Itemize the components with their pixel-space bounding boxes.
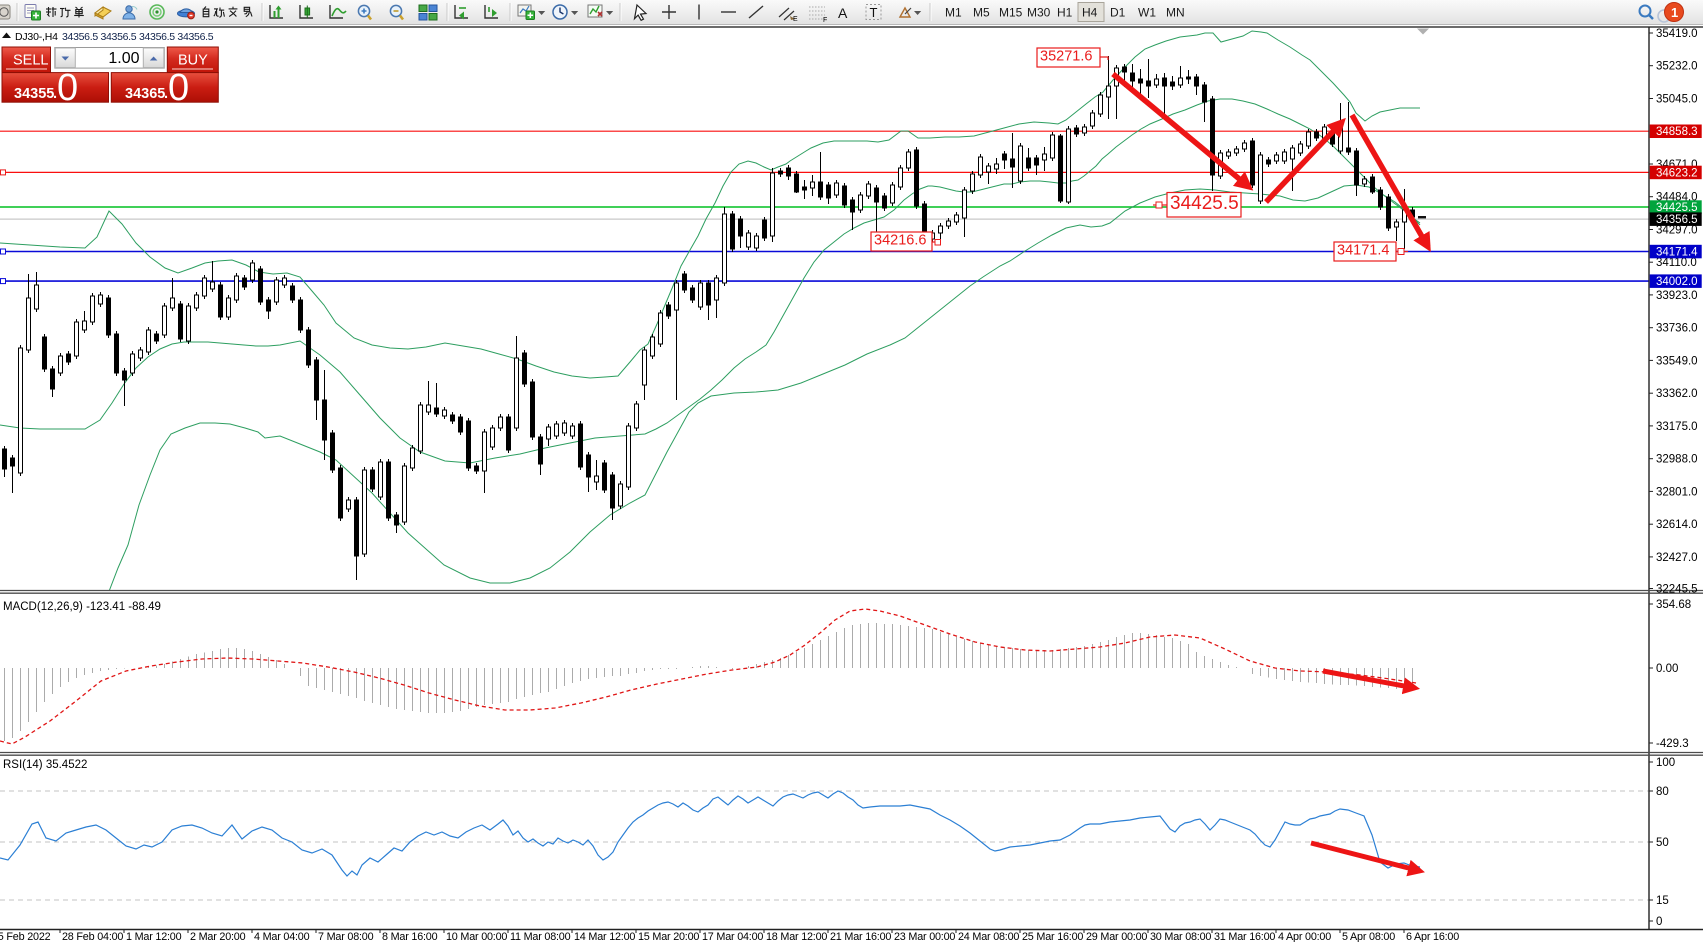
svg-text:15 Mar 20:00: 15 Mar 20:00 (638, 931, 699, 942)
svg-text:34171.4: 34171.4 (1337, 243, 1389, 259)
svg-text:28 Feb 04:00: 28 Feb 04:00 (62, 931, 123, 942)
svg-text:33736.0: 33736.0 (1656, 323, 1698, 335)
svg-text:34297.0: 34297.0 (1656, 225, 1698, 237)
svg-text:7 Mar 08:00: 7 Mar 08:00 (318, 931, 374, 942)
svg-text:W1: W1 (1138, 6, 1156, 20)
svg-text:35419.0: 35419.0 (1656, 28, 1698, 40)
svg-text:H1: H1 (1057, 6, 1073, 20)
svg-text:34002.0: 34002.0 (1656, 276, 1698, 288)
svg-text:0: 0 (1656, 916, 1662, 928)
svg-text:23 Mar 00:00: 23 Mar 00:00 (894, 931, 955, 942)
svg-text:34425.5: 34425.5 (1170, 193, 1239, 214)
svg-text:32245.5: 32245.5 (1656, 584, 1698, 596)
svg-text:1: 1 (1671, 5, 1678, 20)
svg-text:35045.0: 35045.0 (1656, 94, 1698, 106)
svg-text:4 Apr 00:00: 4 Apr 00:00 (1278, 931, 1331, 942)
svg-text:32427.0: 32427.0 (1656, 552, 1698, 564)
svg-text:14 Mar 12:00: 14 Mar 12:00 (574, 931, 635, 942)
svg-text:34365: 34365 (125, 86, 165, 102)
svg-text:0: 0 (168, 67, 189, 109)
svg-text:M30: M30 (1027, 6, 1051, 20)
svg-text:E: E (793, 16, 798, 23)
svg-text:T: T (870, 5, 878, 20)
svg-text:34425.5: 34425.5 (1656, 202, 1698, 214)
svg-text:34356.5: 34356.5 (1656, 214, 1698, 226)
svg-text:1 Mar 12:00: 1 Mar 12:00 (126, 931, 182, 942)
svg-text:34110.0: 34110.0 (1656, 257, 1697, 269)
svg-text:29 Mar 00:00: 29 Mar 00:00 (1086, 931, 1147, 942)
svg-text:RSI(14) 35.4522: RSI(14) 35.4522 (3, 759, 87, 771)
svg-text:-429.3: -429.3 (1656, 738, 1689, 750)
svg-text:31 Mar 16:00: 31 Mar 16:00 (1214, 931, 1275, 942)
svg-text:.: . (53, 86, 57, 102)
svg-text:15: 15 (1656, 895, 1669, 907)
svg-text:32614.0: 32614.0 (1656, 519, 1698, 531)
svg-text:2 Mar 20:00: 2 Mar 20:00 (190, 931, 246, 942)
svg-text:0.00: 0.00 (1656, 663, 1678, 675)
svg-text:354.68: 354.68 (1656, 599, 1691, 611)
svg-text:33923.0: 33923.0 (1656, 290, 1698, 302)
svg-text:32988.0: 32988.0 (1656, 454, 1698, 466)
svg-text:35232.0: 35232.0 (1656, 61, 1698, 73)
svg-text:34623.2: 34623.2 (1656, 167, 1698, 179)
svg-text:32801.0: 32801.0 (1656, 486, 1698, 498)
svg-text:30 Mar 08:00: 30 Mar 08:00 (1150, 931, 1211, 942)
svg-text:34356.5 34356.5 34356.5 34356.: 34356.5 34356.5 34356.5 34356.5 (62, 31, 214, 43)
svg-text:100: 100 (1656, 757, 1675, 769)
svg-text:34216.6: 34216.6 (874, 233, 926, 249)
svg-text:H4: H4 (1082, 6, 1098, 20)
svg-text:25 Mar 16:00: 25 Mar 16:00 (1022, 931, 1083, 942)
svg-text:.: . (164, 86, 168, 102)
svg-text:DJ30-,H4: DJ30-,H4 (15, 31, 58, 43)
svg-text:11 Mar 08:00: 11 Mar 08:00 (510, 931, 571, 942)
svg-text:17 Mar 04:00: 17 Mar 04:00 (702, 931, 763, 942)
svg-text:M5: M5 (973, 6, 990, 20)
svg-text:SELL: SELL (13, 53, 48, 69)
svg-text:10 Mar 00:00: 10 Mar 00:00 (446, 931, 507, 942)
svg-text:34858.3: 34858.3 (1656, 126, 1698, 138)
svg-text:24 Mar 08:00: 24 Mar 08:00 (958, 931, 1019, 942)
svg-text:25 Feb 2022: 25 Feb 2022 (0, 931, 51, 942)
svg-text:18 Mar 12:00: 18 Mar 12:00 (766, 931, 827, 942)
svg-text:34355: 34355 (14, 86, 54, 102)
svg-text:MN: MN (1166, 6, 1185, 20)
svg-text:BUY: BUY (178, 53, 208, 69)
svg-text:M15: M15 (999, 6, 1023, 20)
svg-text:33549.0: 33549.0 (1656, 355, 1698, 367)
svg-text:M1: M1 (945, 6, 962, 20)
svg-text:0: 0 (57, 67, 78, 109)
svg-text:D1: D1 (1110, 6, 1126, 20)
svg-text:6 Apr 16:00: 6 Apr 16:00 (1406, 931, 1459, 942)
svg-text:80: 80 (1656, 786, 1669, 798)
svg-text:MACD(12,26,9) -123.41 -88.49: MACD(12,26,9) -123.41 -88.49 (3, 601, 161, 613)
svg-text:50: 50 (1656, 837, 1669, 849)
svg-text:5 Apr 08:00: 5 Apr 08:00 (1342, 931, 1395, 942)
svg-text:F: F (823, 17, 827, 24)
svg-text:33175.0: 33175.0 (1656, 421, 1698, 433)
svg-text:4 Mar 04:00: 4 Mar 04:00 (254, 931, 310, 942)
svg-text:8 Mar 16:00: 8 Mar 16:00 (382, 931, 438, 942)
svg-text:21 Mar 16:00: 21 Mar 16:00 (830, 931, 891, 942)
svg-text:35271.6: 35271.6 (1040, 49, 1092, 65)
svg-text:1.00: 1.00 (108, 50, 139, 67)
svg-text:33362.0: 33362.0 (1656, 388, 1698, 400)
svg-text:A: A (838, 5, 848, 21)
svg-text:34171.4: 34171.4 (1656, 247, 1698, 259)
